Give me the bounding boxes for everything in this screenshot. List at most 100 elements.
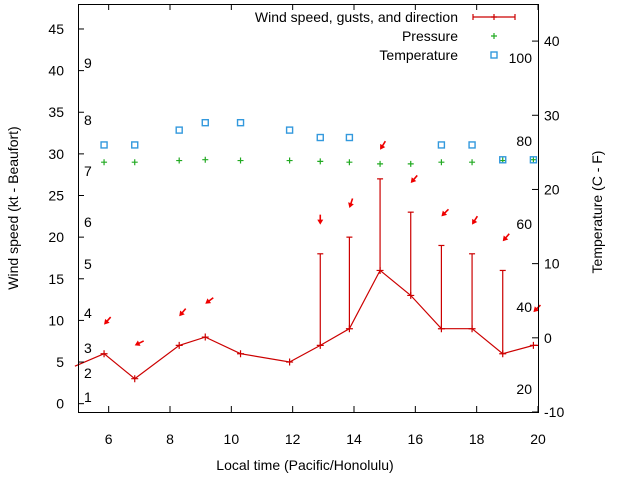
wind-direction-arrow-head <box>410 177 417 184</box>
pressure-point <box>131 159 138 166</box>
pressure-point <box>438 159 445 166</box>
y-tick-label: 0 <box>56 396 64 412</box>
x-tick-label: 18 <box>469 431 485 447</box>
legend-label: Wind speed, gusts, and direction <box>255 9 458 25</box>
axis-ticks: 6 8 10 12 14 16 18 20051015202530354045-1001020… <box>48 4 564 447</box>
x-tick-label: 6 <box>105 431 113 447</box>
pressure-point <box>176 157 183 164</box>
x-axis-label: Local time (Pacific/Honolulu) <box>216 457 393 473</box>
legend-swatch-point <box>491 14 497 20</box>
wind-speed-point <box>376 266 384 274</box>
pressure-point <box>469 159 476 166</box>
wind-direction-arrow-head <box>104 318 110 325</box>
wind-speed-point <box>131 375 139 383</box>
wind-direction-arrow-head <box>179 310 185 317</box>
beaufort-label: 3 <box>84 340 92 356</box>
wind-speed-point <box>407 291 415 299</box>
wind-speed-line <box>74 269 538 380</box>
x-tick-label: 10 <box>224 431 240 447</box>
wind-direction-arrow-head <box>380 143 386 150</box>
wind-speed-point <box>100 350 108 358</box>
temperature-point <box>201 118 209 127</box>
temperature-point <box>236 118 245 127</box>
pressure-point <box>202 156 209 163</box>
wind-speed-point <box>468 325 476 333</box>
y-tick-label: 30 <box>48 146 64 162</box>
gust-bars <box>317 178 506 354</box>
x-tick-label: 8 <box>166 431 174 447</box>
temperature-point <box>499 156 507 164</box>
y-tick-label: 45 <box>48 21 64 37</box>
wind-speed-point <box>499 350 507 358</box>
y-tick-label: 35 <box>48 104 64 120</box>
wind-speed-point <box>201 333 209 341</box>
beaufort-label: 8 <box>84 112 92 128</box>
x-tick-label: 12 <box>285 431 301 447</box>
x-tick-label: 20 <box>530 431 546 447</box>
y-tick-label: 25 <box>48 188 64 204</box>
temperature-point <box>131 141 139 149</box>
temperature-point <box>468 141 476 149</box>
wind-direction-arrows <box>104 140 542 346</box>
fahrenheit-label: 40 <box>516 299 532 315</box>
temperature-point <box>100 141 108 149</box>
x-tick-label: 14 <box>346 431 362 447</box>
temperature-point <box>437 141 446 149</box>
wind-direction-arrow-head <box>472 218 478 225</box>
y-tick-label: 5 <box>56 354 64 370</box>
wind-direction-arrow-head <box>502 235 509 242</box>
y2-tick-label: -10 <box>544 404 564 420</box>
wind-speed-point <box>175 341 183 349</box>
y2-tick-label: 30 <box>544 107 560 123</box>
beaufort-label: 4 <box>84 305 92 321</box>
y-axis-label: Wind speed (kt - Beaufort) <box>5 126 21 289</box>
fahrenheit-label: 60 <box>516 216 532 232</box>
x-tick-label: 16 <box>408 431 424 447</box>
y2-tick-label: 10 <box>544 256 560 272</box>
beaufort-label: 9 <box>84 55 92 71</box>
temperature-point <box>316 133 324 142</box>
legend-label: Temperature <box>379 47 458 63</box>
pressure-point <box>407 160 414 167</box>
pressure-point <box>286 157 293 164</box>
temperature-point <box>285 126 294 134</box>
fahrenheit-scale-labels: 20 40 60 80 100 <box>509 50 533 397</box>
legend: Wind speed, gusts, and direction Pressure… <box>255 9 516 63</box>
wind-speed-point <box>529 341 537 349</box>
y2-axis-label: Temperature (C - F) <box>589 151 605 274</box>
temperature-point <box>175 126 183 134</box>
beaufort-label: 5 <box>84 256 92 272</box>
wind-direction-arrow-head <box>348 202 354 208</box>
wind-speed-point <box>437 325 445 333</box>
legend-swatch-point <box>490 51 498 59</box>
plot-frame <box>78 4 539 413</box>
temperature-point <box>345 133 354 142</box>
wind-direction-arrow-head <box>317 219 324 225</box>
wind-speed-point <box>237 350 245 358</box>
pressure-point <box>237 157 244 164</box>
y-tick-label: 20 <box>48 229 64 245</box>
pressure-series <box>101 156 537 167</box>
pressure-point <box>101 159 108 166</box>
beaufort-label: 7 <box>84 163 92 179</box>
y2-tick-label: 20 <box>544 181 560 197</box>
fahrenheit-label: 100 <box>509 50 533 66</box>
y2-tick-label: 0 <box>544 330 552 346</box>
beaufort-scale-labels: 1 2 3 4 5 6 7 8 9 <box>84 55 92 405</box>
fahrenheit-label: 80 <box>516 133 532 149</box>
y-tick-label: 10 <box>48 312 64 328</box>
legend-swatch-point <box>491 33 497 39</box>
beaufort-label: 2 <box>84 365 92 381</box>
y-tick-label: 40 <box>48 63 64 79</box>
beaufort-label: 6 <box>84 214 92 230</box>
wind-speed-point <box>286 358 294 366</box>
pressure-point <box>377 160 384 167</box>
wind-direction-arrow-head <box>533 306 540 313</box>
wind-direction-arrow-head <box>205 298 212 304</box>
y2-tick-label: 40 <box>544 33 560 49</box>
pressure-point <box>346 159 353 166</box>
wind-direction-arrow-head <box>441 210 448 217</box>
pressure-point <box>317 158 324 165</box>
pressure-point <box>530 156 537 163</box>
